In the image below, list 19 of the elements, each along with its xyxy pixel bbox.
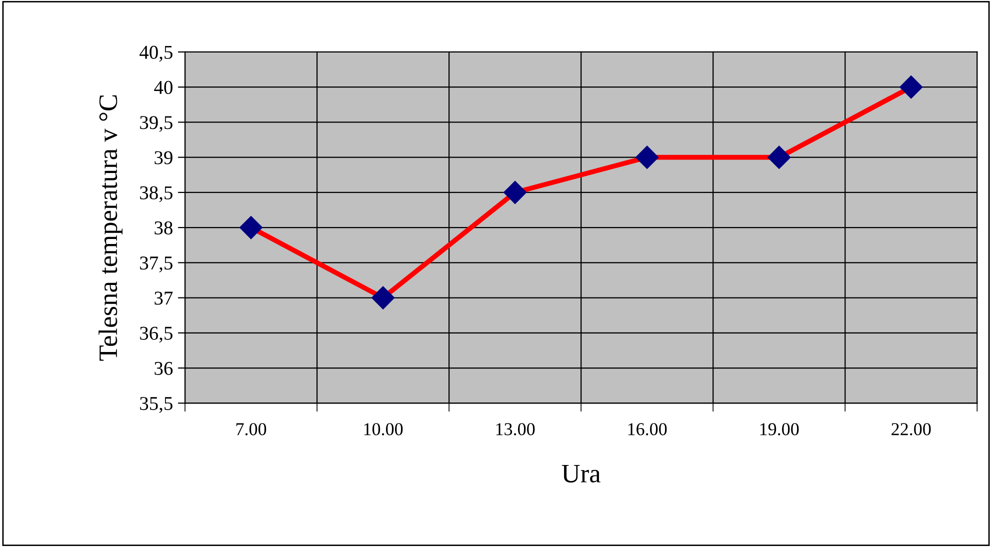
y-axis-title: Telesna temperatura v °C	[98, 95, 123, 361]
y-tick-label: 37,5	[140, 256, 172, 272]
x-axis-title: Ura	[562, 464, 600, 483]
x-tick-label: 19.00	[760, 423, 799, 436]
y-tick-label: 38	[154, 221, 172, 234]
y-tick-label: 40,5	[140, 46, 172, 62]
x-tick-label: 10.00	[364, 423, 403, 436]
y-tick-label: 38,5	[140, 186, 172, 202]
x-tick-label: 16.00	[628, 423, 667, 436]
y-tick-label: 40	[154, 80, 172, 94]
y-tick-label: 35,5	[140, 397, 172, 413]
x-tick-label: 22.00	[892, 423, 931, 436]
y-tick-label: 36,5	[140, 326, 172, 343]
x-tick-label: 7.00	[236, 423, 266, 436]
y-tick-label: 36	[154, 362, 173, 375]
x-tick-label: 13.00	[496, 423, 535, 436]
y-tick-label: 39,5	[140, 116, 172, 132]
y-tick-label: 37	[154, 292, 173, 305]
y-tick-label: 39	[154, 151, 172, 164]
